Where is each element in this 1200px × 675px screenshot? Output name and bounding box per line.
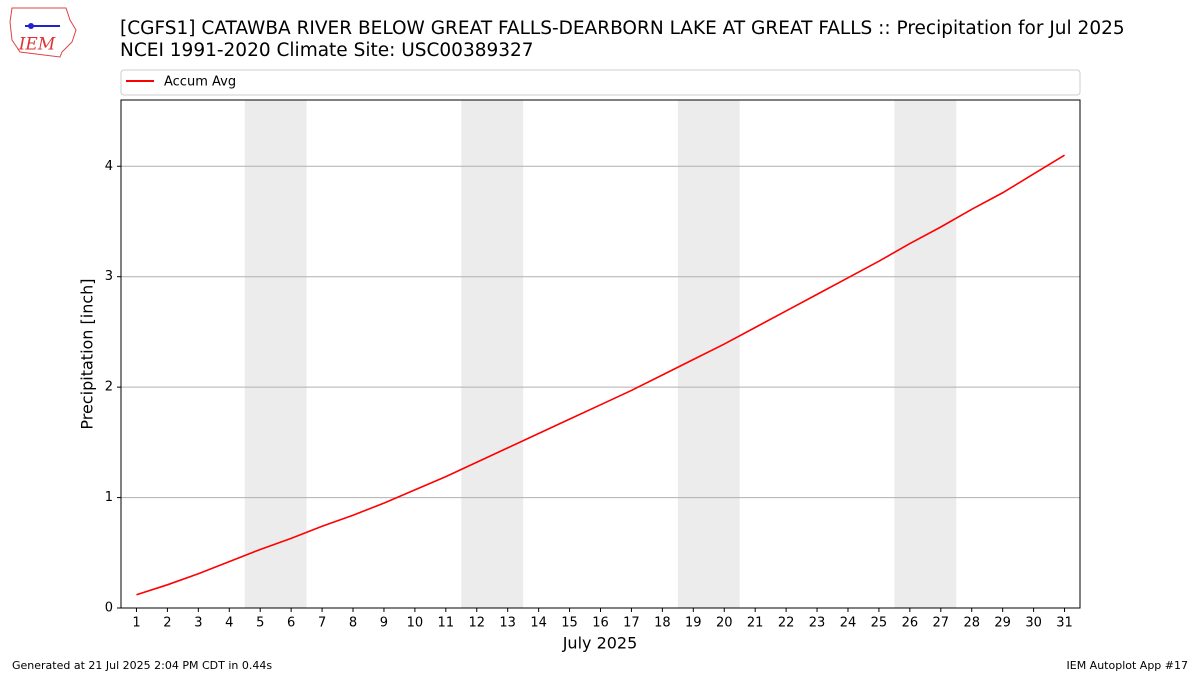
x-tick-label: 2 bbox=[163, 616, 171, 631]
x-tick-label: 29 bbox=[994, 616, 1011, 631]
x-tick-label: 20 bbox=[716, 616, 733, 631]
x-tick-label: 9 bbox=[380, 616, 388, 631]
x-tick-label: 5 bbox=[256, 616, 264, 631]
x-tick-label: 11 bbox=[438, 616, 455, 631]
x-tick-label: 18 bbox=[654, 616, 671, 631]
x-tick-label: 14 bbox=[530, 616, 547, 631]
logo: IEM bbox=[9, 7, 77, 58]
x-tick-label: 6 bbox=[287, 616, 295, 631]
x-tick-label: 24 bbox=[840, 616, 857, 631]
x-tick-label: 22 bbox=[778, 616, 795, 631]
legend-label: Accum Avg bbox=[164, 75, 236, 90]
y-tick-label: 1 bbox=[105, 490, 113, 505]
y-tick-label: 3 bbox=[105, 269, 113, 284]
x-tick-label: 15 bbox=[561, 616, 578, 631]
y-tick-label: 0 bbox=[105, 601, 113, 616]
logo-outline bbox=[9, 7, 77, 58]
plot-frame bbox=[120, 99, 1081, 609]
x-tick-label: 17 bbox=[623, 616, 640, 631]
x-tick-label: 12 bbox=[468, 616, 485, 631]
series-line bbox=[136, 154, 1065, 596]
x-tick-label: 8 bbox=[349, 616, 357, 631]
weekend-shade bbox=[894, 100, 957, 608]
logo-text: IEM bbox=[18, 35, 56, 55]
y-tick-label: 4 bbox=[105, 159, 113, 174]
x-tick-label: 3 bbox=[194, 616, 202, 631]
x-tick-label: 16 bbox=[592, 616, 609, 631]
x-tick-label: 7 bbox=[318, 616, 326, 631]
x-tick-label: 13 bbox=[499, 616, 516, 631]
x-tick-label: 10 bbox=[407, 616, 424, 631]
y-tick-label: 2 bbox=[105, 380, 113, 395]
x-tick-label: 4 bbox=[225, 616, 233, 631]
x-tick-label: 26 bbox=[902, 616, 919, 631]
x-tick-label: 1 bbox=[132, 616, 140, 631]
x-tick-label: 19 bbox=[685, 616, 702, 631]
weekend-shade bbox=[461, 100, 524, 608]
logo-icon bbox=[28, 23, 34, 29]
footer-left: Generated at 21 Jul 2025 2:04 PM CDT in … bbox=[12, 659, 272, 672]
chart-title: [CGFS1] CATAWBA RIVER BELOW GREAT FALLS-… bbox=[120, 18, 1125, 39]
weekend-shade bbox=[244, 100, 307, 608]
legend-box bbox=[120, 69, 1081, 96]
x-tick-label: 21 bbox=[747, 616, 764, 631]
chart-subtitle: NCEI 1991-2020 Climate Site: USC00389327 bbox=[120, 40, 534, 61]
x-tick-label: 30 bbox=[1025, 616, 1042, 631]
footer-right: IEM Autoplot App #17 bbox=[1067, 659, 1189, 672]
x-tick-label: 28 bbox=[963, 616, 980, 631]
y-axis-label: Precipitation [inch] bbox=[78, 278, 97, 429]
x-tick-label: 23 bbox=[809, 616, 826, 631]
x-axis-label: July 2025 bbox=[562, 634, 638, 653]
x-tick-label: 25 bbox=[871, 616, 888, 631]
weekend-shade bbox=[677, 100, 740, 608]
x-tick-label: 31 bbox=[1056, 616, 1073, 631]
x-tick-label: 27 bbox=[933, 616, 950, 631]
